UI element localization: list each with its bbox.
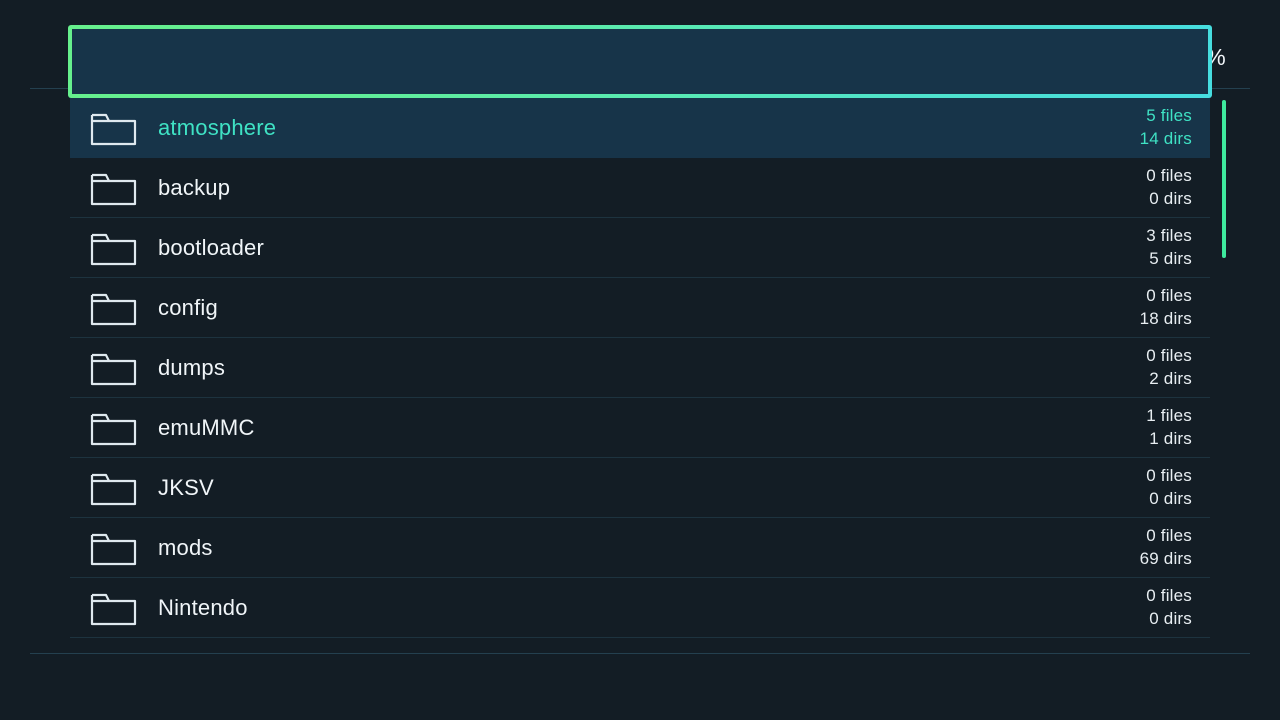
status-area: 192.168.100.14 12:45:26 100% — [850, 44, 1226, 71]
dir-count-label: 14 dirs — [1139, 129, 1192, 148]
file-list-row-counts: 0 files 0 dirs — [1146, 165, 1192, 211]
file-count-label: 0 files — [1146, 345, 1192, 365]
file-list-row[interactable]: backup 0 files 0 dirs — [70, 158, 1210, 218]
header-divider — [30, 88, 1250, 89]
file-list-row-counts: 1 files 1 dirs — [1146, 405, 1192, 451]
clock-label: 12:45:26 — [1044, 44, 1136, 70]
app-header: FileBrowser / 192.168.100.14 12:45:26 10… — [0, 0, 1280, 88]
file-list-row-counts: 0 files 0 dirs — [1146, 585, 1192, 631]
folder-icon — [90, 289, 138, 327]
file-list-row-name: Nintendo — [158, 594, 248, 620]
file-list-row-name: atmosphere — [158, 115, 277, 140]
file-list-row-name: emuMMC — [158, 414, 255, 440]
file-list-viewport[interactable]: atmosphere 5 files 14 dirs backup 0 files 0 d… — [0, 98, 1280, 653]
folder-icon — [90, 409, 138, 447]
file-list-row-name: mods — [158, 534, 213, 560]
file-list-row-name: backup — [158, 174, 231, 200]
file-list-row[interactable]: mods 0 files 69 dirs — [70, 518, 1210, 578]
file-count-label: 0 files — [1146, 465, 1192, 485]
file-list-row-counts: 0 files 18 dirs — [1140, 285, 1192, 331]
file-count-label: 0 files — [1146, 585, 1192, 605]
file-list: atmosphere 5 files 14 dirs backup 0 files 0 d… — [70, 98, 1210, 638]
dir-count-label: 1 dirs — [1149, 428, 1192, 448]
ip-address-label: 192.168.100.14 — [849, 44, 1015, 70]
dir-count-label: 0 dirs — [1149, 488, 1192, 508]
file-list-row-counts: 0 files 69 dirs — [1140, 525, 1192, 571]
file-count-label: 3 files — [1146, 225, 1192, 245]
dir-count-label: 2 dirs — [1149, 368, 1192, 388]
folder-icon — [90, 229, 138, 267]
folder-icon — [90, 589, 138, 627]
file-list-row-name: config — [158, 294, 218, 320]
file-list-row[interactable]: atmosphere 5 files 14 dirs — [70, 98, 1210, 158]
file-count-label: 0 files — [1146, 285, 1192, 305]
dir-count-label: 5 dirs — [1149, 248, 1192, 268]
file-list-row-counts: 3 files 5 dirs — [1146, 225, 1192, 271]
scrollbar-thumb[interactable] — [1222, 100, 1226, 258]
folder-icon — [90, 349, 138, 387]
file-count-label: 5 files — [1146, 106, 1192, 126]
file-count-label: 0 files — [1146, 525, 1192, 545]
file-list-row-counts: 0 files 2 dirs — [1146, 345, 1192, 391]
folder-icon — [90, 169, 138, 207]
dir-count-label: 0 dirs — [1149, 608, 1192, 628]
file-list-row[interactable]: emuMMC 1 files 1 dirs — [70, 398, 1210, 458]
file-list-row-name: JKSV — [158, 474, 214, 500]
folder-icon — [90, 469, 138, 507]
file-list-row-name: bootloader — [158, 234, 264, 260]
breadcrumb-path: / — [252, 49, 257, 66]
folder-icon — [90, 109, 138, 147]
file-list-row[interactable]: config 0 files 18 dirs — [70, 278, 1210, 338]
file-count-label: 0 files — [1146, 165, 1192, 185]
file-list-row[interactable]: JKSV 0 files 0 dirs — [70, 458, 1210, 518]
file-list-row-counts: 0 files 0 dirs — [1146, 465, 1192, 511]
page-title: FileBrowser — [80, 36, 246, 71]
dir-count-label: 18 dirs — [1139, 308, 1192, 328]
file-list-row[interactable]: bootloader 3 files 5 dirs — [70, 218, 1210, 278]
file-list-row[interactable]: dumps 0 files 2 dirs — [70, 338, 1210, 398]
file-count-label: 1 files — [1146, 405, 1192, 425]
app-footer: 1 / 26 RAppsLSplitYMenuXOptionsBBackAOpe… — [0, 654, 1280, 720]
file-list-row-name: dumps — [158, 354, 226, 380]
file-list-row-counts: 5 files 14 dirs — [1140, 105, 1192, 151]
folder-icon — [90, 529, 138, 567]
dir-count-label: 69 dirs — [1139, 548, 1192, 568]
battery-label: 100% — [1165, 44, 1226, 70]
dir-count-label: 0 dirs — [1149, 188, 1192, 208]
footer-divider — [30, 653, 1250, 654]
file-list-row[interactable]: Nintendo 0 files 0 dirs — [70, 578, 1210, 638]
